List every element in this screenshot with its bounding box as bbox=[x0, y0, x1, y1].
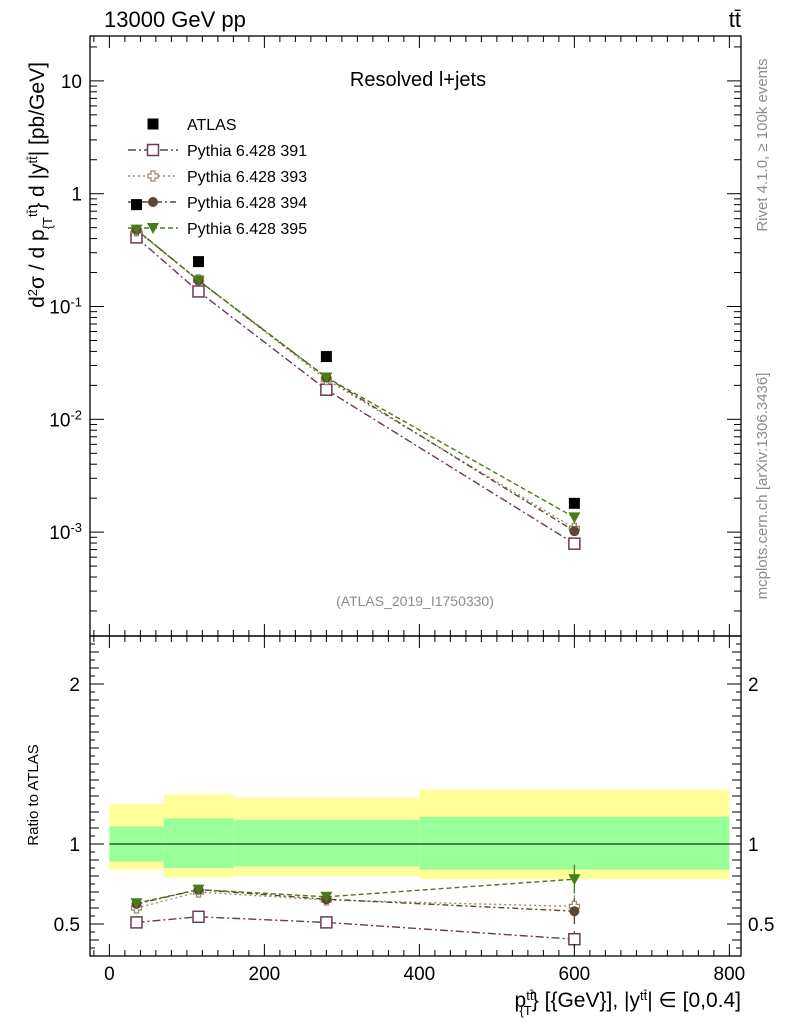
data-point bbox=[320, 351, 332, 363]
series-point-main bbox=[192, 275, 205, 287]
ratio-panel bbox=[109, 789, 730, 880]
series-point-main bbox=[320, 383, 333, 396]
main-ylabel: d2σ / d p{Ttt̄} d |ytt̄| [pb/GeV] bbox=[25, 62, 55, 308]
x-tick-label: 600 bbox=[559, 964, 591, 985]
legend-label-atlas: ATLAS bbox=[187, 117, 237, 134]
rivet-label: Rivet 4.1.0, ≥ 100k events bbox=[754, 58, 771, 231]
x-tick-label: 800 bbox=[714, 964, 746, 985]
series-line-main bbox=[136, 230, 575, 529]
chart-title: Resolved l+jets bbox=[350, 69, 486, 91]
legend: ATLAS Pythia 6.428 391 Pythia 6.428 393 Pyt… bbox=[128, 117, 307, 238]
series-line-ratio bbox=[136, 891, 575, 909]
x-tick-label: 200 bbox=[249, 964, 281, 985]
series-point-ratio bbox=[568, 932, 581, 946]
legend-label: Pythia 6.428 391 bbox=[187, 143, 307, 160]
series-point-main bbox=[569, 526, 580, 537]
y-tick-label: 1 bbox=[71, 185, 82, 206]
ratio-tick-label-right: 1 bbox=[748, 835, 759, 856]
ratio-tick-label-left: 1 bbox=[69, 835, 80, 856]
series-line-main bbox=[136, 229, 575, 532]
legend-label: Pythia 6.428 394 bbox=[187, 195, 307, 212]
data-point bbox=[131, 199, 142, 211]
y-tick-label: 10 bbox=[61, 72, 82, 93]
chart-marks bbox=[130, 199, 581, 948]
analysis-id: (ATLAS_2019_I1750330) bbox=[336, 593, 494, 609]
y-tick-label: 10-2 bbox=[49, 407, 82, 432]
mcplots-label: mcplots.cern.ch [arXiv:1306.3436] bbox=[754, 373, 771, 600]
legend-label: Pythia 6.428 393 bbox=[187, 169, 307, 186]
series-line-ratio bbox=[136, 888, 575, 912]
data-point bbox=[193, 256, 204, 268]
series-point-main bbox=[192, 285, 205, 298]
y-tick-label: 10-1 bbox=[49, 294, 82, 319]
series-point-ratio bbox=[320, 916, 333, 929]
series-line-main bbox=[136, 236, 575, 545]
ratio-band-inner bbox=[419, 816, 730, 870]
x-tick-label: 0 bbox=[104, 964, 115, 985]
series-point-main bbox=[130, 224, 143, 236]
series-point-ratio bbox=[192, 910, 205, 924]
ratio-tick-label-right: 2 bbox=[748, 675, 759, 696]
series-point-main bbox=[568, 537, 581, 550]
series-point-ratio bbox=[192, 884, 205, 896]
x-tick-label: 400 bbox=[404, 964, 436, 985]
series-point-ratio bbox=[320, 891, 333, 903]
axes-ticks: 0 200 400 600 800 10-3 10-2 10-1 1 10 0.5 0.5 1 1 2 2 bbox=[49, 36, 774, 985]
legend-label: Pythia 6.428 395 bbox=[187, 221, 307, 238]
data-point bbox=[568, 497, 580, 509]
series-point-ratio bbox=[130, 898, 143, 910]
legend-marker bbox=[148, 197, 158, 207]
ratio-tick-label-right: 0.5 bbox=[748, 915, 774, 936]
series-point-ratio bbox=[569, 906, 580, 917]
series-line-main bbox=[136, 229, 575, 519]
y-tick-label: 10-3 bbox=[49, 520, 82, 545]
legend-marker bbox=[147, 170, 159, 182]
energy-label: 13000 GeV pp bbox=[104, 7, 246, 32]
series-line-ratio bbox=[136, 878, 575, 904]
series-point-main bbox=[568, 512, 581, 524]
series-point-ratio bbox=[568, 874, 581, 886]
series-point-main bbox=[320, 372, 333, 384]
x-axis-label: ptt̄ {T} [{GeV}], |ytt̄| ∈ [0,0.4] bbox=[515, 988, 741, 1018]
ratio-band-inner bbox=[163, 818, 234, 868]
process-label: tt̄ bbox=[729, 7, 741, 32]
legend-marker bbox=[147, 223, 159, 234]
legend-marker bbox=[146, 143, 160, 157]
ratio-band-inner bbox=[233, 820, 420, 867]
legend-marker-atlas bbox=[147, 118, 159, 130]
ratio-tick-label-left: 0.5 bbox=[54, 915, 80, 936]
ratio-tick-label-left: 2 bbox=[69, 675, 80, 696]
series-point-ratio bbox=[130, 916, 143, 929]
ratio-ylabel: Ratio to ATLAS bbox=[25, 744, 42, 845]
